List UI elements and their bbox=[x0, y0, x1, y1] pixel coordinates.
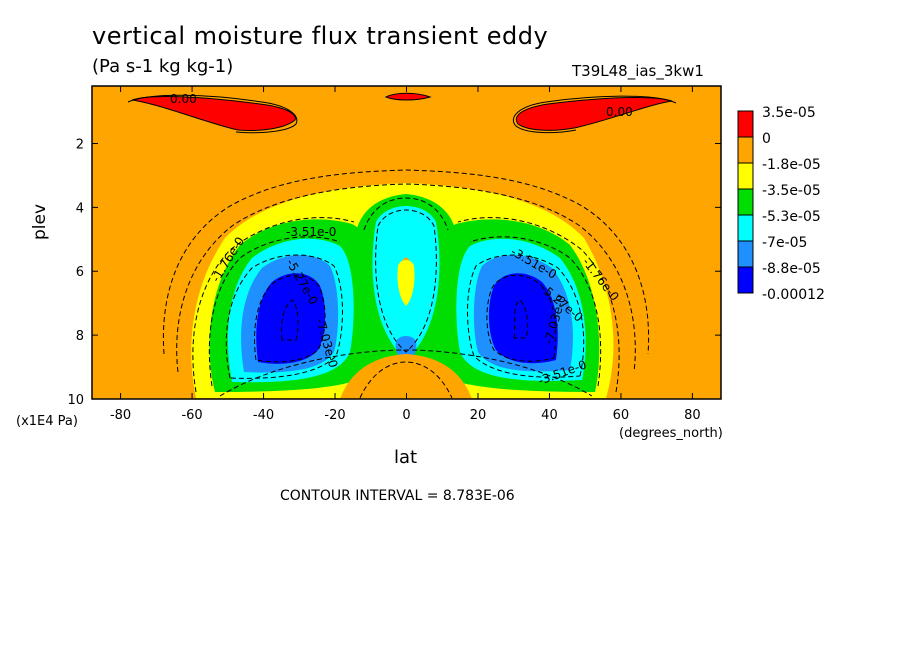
contour-lines bbox=[162, 169, 650, 399]
x-tick-label: -80 bbox=[110, 408, 131, 423]
zero-contours bbox=[127, 94, 677, 134]
fill-level-red-left bbox=[131, 96, 296, 131]
contour-line-2 bbox=[176, 183, 636, 373]
chart-units: (Pa s-1 kg kg-1) bbox=[92, 56, 234, 77]
x-tick-label: 60 bbox=[613, 408, 630, 423]
legend-swatch bbox=[737, 162, 754, 190]
legend-label: -5.3e-05 bbox=[762, 209, 821, 225]
y-tick-label: 2 bbox=[76, 137, 84, 152]
chart-title: vertical moisture flux transient eddy bbox=[92, 22, 549, 50]
fill-level-red-center bbox=[384, 92, 432, 101]
contour-line-3 bbox=[192, 217, 355, 393]
contour-line-5r bbox=[467, 254, 585, 378]
legend-label: -1.8e-05 bbox=[762, 157, 821, 173]
x-tick-label: 80 bbox=[684, 408, 701, 423]
legend-label: -7e-05 bbox=[762, 235, 807, 251]
contour-interval: CONTOUR INTERVAL = 8.783E-06 bbox=[280, 488, 515, 504]
fill-center-yellow bbox=[397, 260, 415, 306]
zero-contour-left bbox=[127, 94, 298, 134]
contour-line-4r bbox=[469, 236, 602, 387]
contour-line-surface bbox=[219, 349, 593, 397]
contour-line-min-left bbox=[281, 299, 299, 341]
contour-label: -3.51e-0 bbox=[286, 225, 336, 239]
y-tick-label: 4 bbox=[76, 201, 84, 216]
x-axis-label: lat bbox=[394, 447, 418, 468]
legend-swatch bbox=[737, 266, 754, 294]
contour-line-5 bbox=[225, 254, 343, 379]
y-tick-label: 6 bbox=[76, 265, 84, 280]
fill-level-red-right bbox=[516, 96, 673, 131]
x-tick-label: 20 bbox=[470, 408, 487, 423]
x-tick-label: 40 bbox=[541, 408, 558, 423]
legend-label: -8.8e-05 bbox=[762, 261, 821, 277]
y-tick-label: 8 bbox=[76, 329, 84, 344]
x-tick-label: -20 bbox=[324, 408, 345, 423]
legend-label: -3.5e-05 bbox=[762, 183, 821, 199]
legend-label: -0.00012 bbox=[762, 287, 825, 303]
contour-line-6r bbox=[486, 274, 557, 362]
colorbar-legend: 3.5e-05 0 -1.8e-05 -3.5e-05 -5.3e-05 -7e-05 -8… bbox=[737, 105, 825, 303]
fill-surface-orange bbox=[340, 354, 472, 399]
contour-line-outer bbox=[162, 169, 650, 355]
x-axis-ticks: -80 -60 -40 -20 0 20 40 60 80 bbox=[110, 86, 701, 423]
legend-swatch bbox=[737, 136, 754, 164]
fill-level-darkblue-right bbox=[488, 273, 558, 364]
x-tick-label: 0 bbox=[402, 408, 410, 423]
contour-line-center bbox=[363, 197, 449, 231]
legend-swatch bbox=[737, 214, 754, 242]
x-tick-label: -40 bbox=[253, 408, 274, 423]
legend-swatch bbox=[737, 188, 754, 216]
legend-label: 0 bbox=[762, 131, 771, 147]
contour-label: 0.00 bbox=[606, 105, 633, 119]
legend-swatch bbox=[737, 110, 754, 138]
zero-contour-right bbox=[512, 95, 677, 134]
y-tick-label: 10 bbox=[67, 393, 84, 408]
y-axis-ticks: 2 4 6 8 10 bbox=[67, 137, 721, 408]
contour-line-4 bbox=[208, 236, 341, 387]
fill-level-darkblue-left bbox=[256, 273, 326, 364]
y-axis-unit: (x1E4 Pa) bbox=[16, 414, 78, 429]
legend-swatch bbox=[737, 240, 754, 268]
contour-label: 0.00 bbox=[170, 92, 197, 106]
x-tick-label: -60 bbox=[181, 408, 202, 423]
legend-label: 3.5e-05 bbox=[762, 105, 816, 121]
contour-line-3r bbox=[457, 217, 620, 393]
x-axis-unit: (degrees_north) bbox=[619, 426, 723, 441]
run-id: T39L48_ias_3kw1 bbox=[572, 62, 704, 80]
contour-fills bbox=[131, 92, 673, 399]
